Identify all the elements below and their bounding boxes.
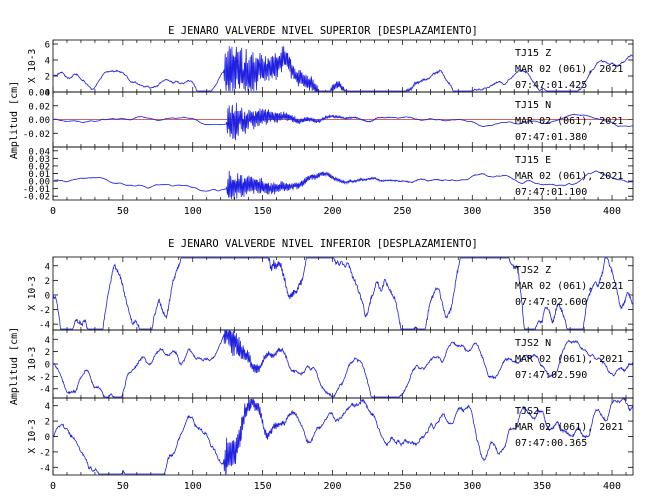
y-tick-label: -2 bbox=[39, 306, 50, 316]
panel-unit-label: X 10-3 bbox=[27, 276, 38, 310]
panel-unit-label: X 10-3 bbox=[27, 49, 38, 83]
y-tick-label: 0.01 bbox=[28, 170, 50, 180]
y-tick-label: 0.02 bbox=[28, 162, 50, 172]
y-tick-label: 0.03 bbox=[28, 155, 50, 165]
panel-unit-label: X 10-3 bbox=[27, 419, 38, 453]
y-tick-label: 4 bbox=[45, 262, 50, 272]
y-axis-label: Amplitud [cm] bbox=[9, 81, 20, 159]
y-tick-label: -4 bbox=[39, 385, 50, 395]
record-date: MAR 02 (061), 2021 bbox=[515, 116, 623, 127]
x-tick-label: 300 bbox=[463, 206, 481, 217]
y-tick-label: 0 bbox=[45, 361, 50, 371]
x-tick-label: 200 bbox=[323, 206, 341, 217]
x-tick-label: 250 bbox=[393, 206, 411, 217]
y-tick-label: 2 bbox=[45, 277, 50, 287]
y-tick-label: 0 bbox=[45, 89, 50, 99]
y-tick-label: 2 bbox=[45, 73, 50, 83]
station-channel: TJ15 Z bbox=[515, 48, 551, 59]
y-tick-label: 2 bbox=[45, 418, 50, 428]
y-tick-label: -4 bbox=[39, 321, 50, 331]
record-time: 07:47:01.380 bbox=[515, 132, 587, 143]
record-date: MAR 02 (061), 2021 bbox=[515, 422, 623, 433]
y-tick-label: 4 bbox=[45, 402, 50, 412]
record-time: 07:47:00.365 bbox=[515, 438, 587, 449]
waveform-line bbox=[52, 102, 634, 141]
y-tick-label: -0.02 bbox=[23, 130, 50, 140]
record-time: 07:47:01.425 bbox=[515, 80, 587, 91]
waveform-line bbox=[52, 330, 634, 398]
y-tick-label: 0.04 bbox=[28, 147, 50, 157]
chart-title: E JENARO VALVERDE NIVEL SUPERIOR [DESPLA… bbox=[168, 25, 478, 37]
y-tick-label: 4 bbox=[45, 57, 50, 67]
y-tick-label: 0 bbox=[45, 291, 50, 301]
station-channel: TJS2 E bbox=[515, 406, 551, 417]
y-tick-label: -4 bbox=[39, 464, 50, 474]
y-tick-label: 0.00 bbox=[28, 116, 50, 126]
record-date: MAR 02 (061), 2021 bbox=[515, 354, 623, 365]
y-tick-label: -0.01 bbox=[23, 185, 50, 195]
x-tick-label: 50 bbox=[117, 206, 129, 217]
x-tick-label: 250 bbox=[393, 481, 411, 492]
chart-1: E JENARO VALVERDE NIVEL INFERIOR [DESPLA… bbox=[9, 238, 634, 492]
trace-panel: -0.02-0.010.000.010.020.030.04 TJ15 E MAR … bbox=[23, 146, 634, 203]
y-tick-label: 0.02 bbox=[28, 102, 50, 112]
record-date: MAR 02 (061), 2021 bbox=[515, 281, 623, 292]
x-tick-label: 200 bbox=[323, 481, 341, 492]
x-tick-label: 400 bbox=[603, 481, 621, 492]
panel-unit-label: X 10-3 bbox=[27, 347, 38, 381]
x-tick-label: 350 bbox=[533, 206, 551, 217]
trace-panel: -4 -2 0 2 4 X 10-3 TJS2 E MAR 02 (061), 2021 07:… bbox=[27, 397, 634, 476]
trace-panel: -0.02 0.00 0.02 0.04 TJ15 N MAR 02 (061), 202… bbox=[23, 89, 634, 148]
y-tick-label: 0 bbox=[45, 433, 50, 443]
y-tick-label: 4 bbox=[45, 336, 50, 346]
x-tick-label: 100 bbox=[184, 206, 202, 217]
trace-panel: -4 -2 0 2 4 X 10-3 TJS2 Z MAR 02 (061), 2021 07:… bbox=[27, 256, 634, 331]
record-date: MAR 02 (061), 2021 bbox=[515, 64, 623, 75]
y-tick-label: 0.00 bbox=[28, 178, 50, 188]
record-time: 07:47:02.590 bbox=[515, 370, 587, 381]
record-date: MAR 02 (061), 2021 bbox=[515, 171, 623, 182]
chart-title: E JENARO VALVERDE NIVEL INFERIOR [DESPLA… bbox=[168, 238, 478, 250]
record-time: 07:47:02.600 bbox=[515, 297, 587, 308]
chart-0: E JENARO VALVERDE NIVEL SUPERIOR [DESPLA… bbox=[9, 25, 634, 217]
y-tick-label: 0.04 bbox=[28, 89, 50, 99]
x-tick-label: 0 bbox=[50, 206, 56, 217]
trace-panel: 0 2 4 6 X 10-3 TJ15 Z MAR 02 (061), 2021 07:47:… bbox=[27, 39, 634, 99]
x-tick-label: 300 bbox=[463, 481, 481, 492]
y-tick-label: -2 bbox=[39, 373, 50, 383]
record-time: 07:47:01.100 bbox=[515, 187, 587, 198]
waveform-line bbox=[52, 257, 634, 331]
station-channel: TJS2 N bbox=[515, 338, 551, 349]
station-channel: TJ15 N bbox=[515, 100, 551, 111]
waveform-line bbox=[52, 398, 634, 475]
x-tick-label: 400 bbox=[603, 206, 621, 217]
station-channel: TJ15 E bbox=[515, 155, 551, 166]
waveform-line bbox=[52, 170, 633, 200]
y-tick-label: 6 bbox=[45, 41, 50, 51]
x-tick-label: 0 bbox=[50, 481, 56, 492]
y-tick-label: -2 bbox=[39, 448, 50, 458]
x-tick-label: 50 bbox=[117, 481, 129, 492]
x-tick-label: 150 bbox=[254, 481, 272, 492]
trace-panel: -4 -2 0 2 4 X 10-3 TJS2 N MAR 02 (061), 2021 07:… bbox=[27, 329, 634, 399]
station-channel: TJS2 Z bbox=[515, 265, 551, 276]
x-tick-label: 350 bbox=[533, 481, 551, 492]
x-tick-label: 100 bbox=[184, 481, 202, 492]
waveform-line bbox=[52, 46, 634, 93]
y-axis-label: Amplitud [cm] bbox=[9, 327, 20, 405]
y-tick-label: -0.02 bbox=[23, 193, 50, 203]
x-tick-label: 150 bbox=[254, 206, 272, 217]
y-tick-label: 2 bbox=[45, 348, 50, 358]
